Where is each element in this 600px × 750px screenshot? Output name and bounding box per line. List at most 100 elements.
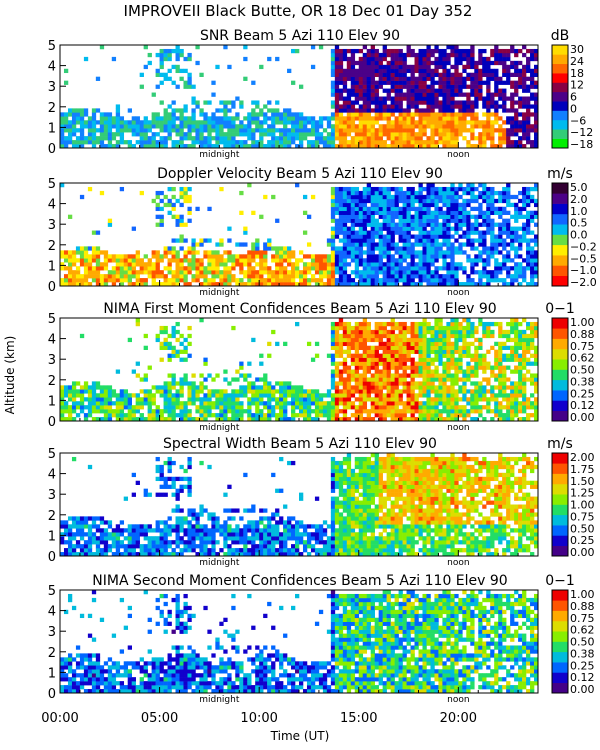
heatmap-cell: [450, 353, 455, 358]
heatmap-cell: [203, 357, 208, 362]
heatmap-cell: [83, 254, 89, 259]
heatmap-cell: [350, 128, 356, 133]
heatmap-cell: [394, 84, 399, 89]
heatmap-cell: [414, 349, 419, 354]
heatmap-cell: [398, 393, 403, 398]
heatmap-cell: [330, 417, 336, 422]
heatmap-cell: [159, 190, 164, 196]
heatmap-cell: [498, 262, 503, 267]
heatmap-cell: [143, 417, 148, 422]
heatmap-cell: [474, 417, 479, 422]
heatmap-cell: [426, 278, 431, 283]
heatmap-cell: [147, 124, 152, 129]
heatmap-cell: [414, 84, 419, 89]
heatmap-cell: [159, 341, 164, 347]
heatmap-cell: [418, 112, 423, 117]
heatmap-cell: [430, 226, 435, 231]
heatmap-cell: [179, 357, 184, 362]
heatmap-cell: [510, 230, 515, 235]
heatmap-cell: [366, 60, 371, 66]
heatmap-cell: [346, 250, 352, 255]
heatmap-cell: [99, 250, 105, 255]
heatmap-cell: [103, 120, 109, 125]
heatmap-cell: [398, 222, 403, 227]
heatmap-cell: [330, 258, 336, 263]
heatmap-cell: [163, 144, 168, 149]
heatmap-cell: [163, 76, 168, 81]
heatmap-cell: [279, 381, 284, 386]
colorbar-swatch: [552, 63, 568, 74]
heatmap-cell: [151, 385, 156, 390]
heatmap-cell: [402, 266, 407, 271]
heatmap-cell: [175, 258, 180, 263]
heatmap-cell: [410, 417, 415, 422]
heatmap-cell: [486, 282, 491, 287]
heatmap-cell: [207, 262, 212, 267]
heatmap-cell: [398, 104, 403, 109]
heatmap-cell: [119, 186, 125, 192]
heatmap-cell: [418, 258, 423, 263]
heatmap-cell: [474, 397, 479, 402]
heatmap-cell: [374, 254, 379, 259]
heatmap-cell: [179, 381, 184, 386]
heatmap-cell: [255, 282, 260, 287]
heatmap-cell: [314, 278, 320, 283]
heatmap-cell: [534, 128, 539, 133]
heatmap-cell: [151, 274, 156, 279]
heatmap-cell: [326, 405, 332, 410]
heatmap-cell: [227, 282, 232, 287]
heatmap-cell: [370, 198, 375, 204]
heatmap-cell: [79, 385, 85, 390]
heatmap-cell: [498, 242, 503, 247]
heatmap-cell: [235, 369, 240, 374]
heatmap-cell: [378, 369, 383, 374]
heatmap-cell: [115, 124, 121, 129]
heatmap-cell: [155, 214, 160, 219]
heatmap-cell: [418, 144, 423, 149]
heatmap-cell: [67, 393, 73, 398]
heatmap-cell: [103, 397, 109, 402]
heatmap-cell: [199, 242, 204, 247]
heatmap-cell: [374, 88, 379, 93]
heatmap-cell: [454, 389, 459, 394]
heatmap-cell: [446, 345, 451, 350]
heatmap-cell: [426, 266, 431, 271]
heatmap-cell: [354, 381, 360, 386]
heatmap-cell: [466, 401, 471, 406]
heatmap-cell: [450, 234, 455, 239]
heatmap-cell: [466, 52, 471, 58]
heatmap-cell: [346, 132, 352, 137]
heatmap-cell: [450, 274, 455, 279]
heatmap-cell: [287, 144, 292, 149]
heatmap-cell: [454, 397, 459, 402]
heatmap-cell: [470, 238, 475, 243]
heatmap-cell: [103, 250, 109, 255]
heatmap-cell: [462, 369, 467, 374]
heatmap-cell: [490, 278, 495, 283]
heatmap-cell: [99, 124, 105, 129]
heatmap-cell: [518, 96, 523, 101]
heatmap-cell: [438, 56, 443, 62]
heatmap-cell: [95, 246, 101, 251]
heatmap-cell: [163, 116, 168, 121]
heatmap-cell: [306, 214, 312, 219]
heatmap-cell: [175, 250, 180, 255]
heatmap-cell: [466, 76, 471, 81]
heatmap-cell: [426, 357, 431, 362]
heatmap-cell: [283, 112, 288, 117]
heatmap-cell: [215, 140, 220, 145]
heatmap-cell: [522, 136, 527, 141]
heatmap-cell: [530, 282, 535, 287]
heatmap-cell: [211, 393, 216, 398]
heatmap-cell: [143, 373, 148, 378]
heatmap-cell: [358, 321, 364, 327]
heatmap-cell: [350, 341, 356, 347]
heatmap-cell: [418, 417, 423, 422]
heatmap-cell: [394, 341, 399, 347]
heatmap-cell: [195, 128, 200, 133]
heatmap-cell: [350, 100, 356, 105]
heatmap-cell: [434, 80, 439, 85]
heatmap-cell: [139, 405, 144, 410]
heatmap-cell: [470, 389, 475, 394]
heatmap-cell: [342, 234, 348, 239]
